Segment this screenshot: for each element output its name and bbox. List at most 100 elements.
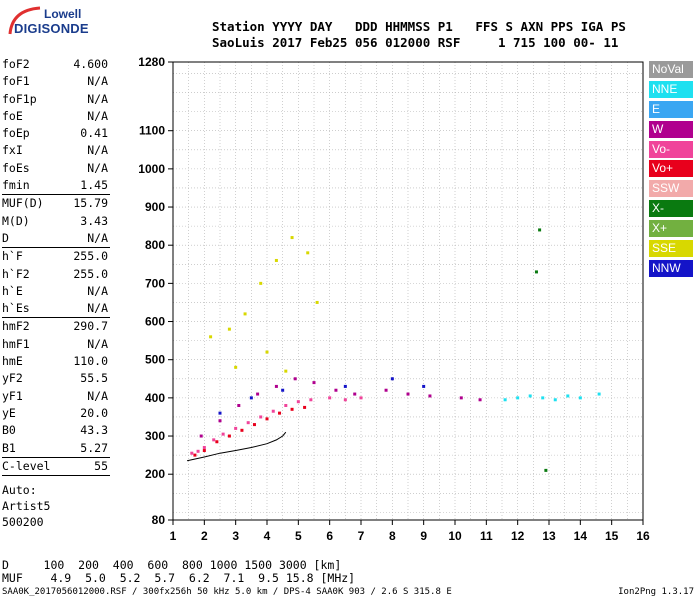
y-tick-label: 80	[152, 513, 166, 527]
y-tick-label: 1100	[139, 124, 165, 138]
y-tick-label: 800	[145, 238, 165, 252]
chart-grid	[172, 62, 644, 520]
data-point	[212, 438, 216, 442]
param-label: foEp	[2, 126, 30, 141]
param-row: yF2 55.5	[2, 370, 110, 387]
param-row: C-level 55	[2, 458, 110, 475]
param-value: N/A	[87, 388, 108, 403]
param-value: 3.43	[80, 213, 108, 228]
x-tick-label: 6	[326, 529, 333, 543]
param-value: N/A	[87, 336, 108, 351]
param-value: N/A	[87, 74, 108, 89]
data-point	[503, 398, 507, 402]
param-value: N/A	[87, 160, 108, 175]
x-tick-label: 11	[480, 529, 493, 543]
param-label: MUF(D)	[2, 196, 44, 211]
param-label: hmF1	[2, 336, 30, 351]
x-tick-label: 2	[201, 529, 208, 543]
data-point	[234, 426, 238, 430]
param-value: 20.0	[80, 405, 108, 420]
data-point	[252, 423, 256, 427]
polarization-legend: NoVal NNE E W Vo- Vo+ SSW X- X+ SSE NNW	[649, 61, 693, 280]
data-point	[209, 335, 213, 339]
data-point	[196, 449, 200, 453]
param-row: foEp 0.41	[2, 125, 110, 142]
x-tick-label: 14	[574, 529, 588, 543]
legend-entry: SSW	[649, 180, 693, 198]
data-point	[227, 434, 231, 438]
plot-frame	[172, 61, 644, 521]
param-label: hmF2	[2, 319, 30, 334]
param-label: foEs	[2, 160, 30, 175]
param-group-4: hmF2 290.7 hmF1 N/A hmE 110.0 yF2 55.5 yF1 N/A yE 2…	[2, 318, 110, 456]
x-tick-label: 3	[232, 529, 239, 543]
param-row: foF1 N/A	[2, 73, 110, 90]
legend-entry: E	[649, 100, 693, 118]
data-point	[597, 392, 601, 396]
param-row: yF1 N/A	[2, 388, 110, 405]
legend-entry: X-	[649, 200, 693, 218]
x-tick-label: 13	[542, 529, 556, 543]
x-tick-label: 7	[358, 529, 365, 543]
data-point	[290, 407, 294, 411]
param-value: 0.41	[80, 126, 108, 141]
param-value: N/A	[87, 108, 108, 123]
param-row: foF2 4.600	[2, 56, 110, 73]
y-tick-label: 900	[145, 200, 165, 214]
param-label: foF2	[2, 57, 30, 71]
param-row: fmin 1.45	[2, 177, 110, 194]
data-point	[284, 369, 288, 373]
data-point	[390, 377, 394, 381]
x-tick-label: 9	[420, 529, 427, 543]
data-point	[290, 236, 294, 240]
data-point	[193, 453, 197, 457]
footer-file-info: SAA0K_2017056012000.RSF / 300fx256h 50 k…	[2, 587, 452, 597]
param-value: 255.0	[73, 249, 108, 264]
legend-entry: NNE	[649, 80, 693, 98]
data-point	[274, 384, 278, 388]
data-point	[334, 388, 338, 392]
data-point	[459, 396, 463, 400]
param-value: N/A	[87, 91, 108, 106]
header-line-2: SaoLuis 2017 Feb25 056 012000 RSF 1 715 …	[212, 35, 619, 50]
data-point	[306, 251, 310, 255]
data-point	[343, 398, 347, 402]
data-point	[190, 451, 194, 455]
y-tick-label: 500	[145, 353, 165, 367]
y-tick-label: 1000	[138, 162, 165, 176]
param-row: D N/A	[2, 230, 110, 247]
x-tick-label: 4	[264, 529, 271, 543]
param-row: M(D) 3.43	[2, 213, 110, 230]
chart-axes: 1 2 3 4 5 6 7 8 9 10 11 12 13 14 15 1680200300400500600…	[138, 55, 650, 543]
auto-artist: Artist5	[2, 499, 51, 514]
param-label: h`E	[2, 283, 23, 298]
data-point	[516, 396, 520, 400]
param-row: hmF1 N/A	[2, 336, 110, 353]
data-point	[544, 468, 548, 472]
data-point	[218, 411, 222, 415]
data-point	[281, 388, 285, 392]
param-group-1: foF2 4.600 foF1 N/A foF1p N/A foE N/A foEp 0.41 fx…	[2, 56, 110, 194]
param-row: hmF2 290.7	[2, 318, 110, 335]
param-label: h`F2	[2, 266, 30, 281]
x-tick-label: 8	[389, 529, 396, 543]
param-row: MUF(D) 15.79	[2, 195, 110, 212]
data-point	[406, 392, 410, 396]
param-row: B1 5.27	[2, 440, 110, 457]
param-row: foF1p N/A	[2, 91, 110, 108]
param-group-5: C-level 55	[2, 458, 110, 475]
data-point	[534, 270, 538, 274]
data-point	[312, 381, 316, 385]
param-value: N/A	[87, 283, 108, 298]
data-point	[578, 396, 582, 400]
param-value: 15.79	[73, 196, 108, 211]
data-point	[359, 396, 363, 400]
param-divider	[2, 317, 110, 319]
y-tick-label: 300	[145, 429, 165, 443]
x-tick-label: 16	[636, 529, 650, 543]
profile-curve	[186, 431, 287, 462]
data-point	[566, 394, 570, 398]
logo-arc-icon	[8, 6, 41, 35]
param-value: 55	[94, 458, 108, 473]
param-group-3: h`F 255.0 h`F2 255.0 h`E N/A h`Es N/A	[2, 248, 110, 317]
